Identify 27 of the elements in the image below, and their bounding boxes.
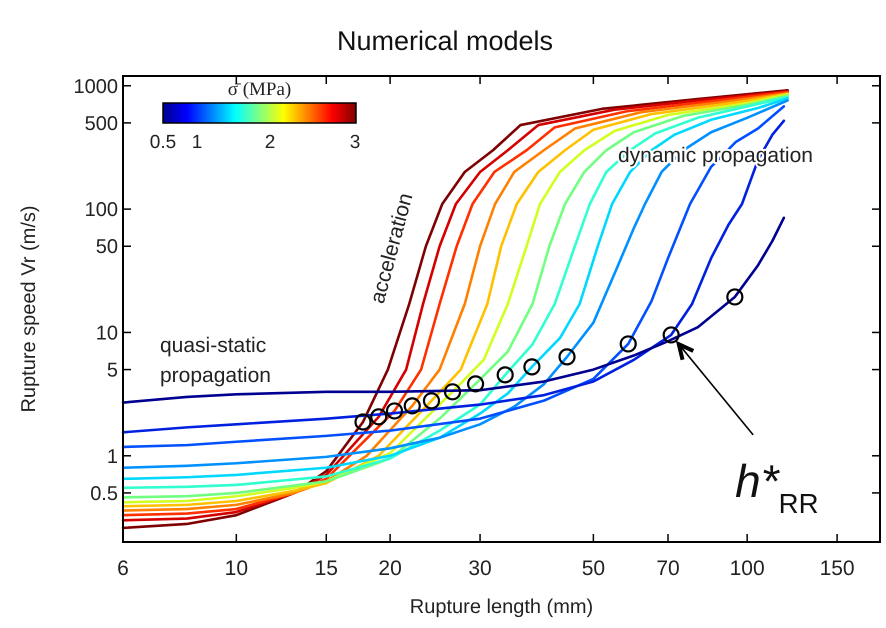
x-tick-label: 100	[730, 557, 765, 580]
y-tick-label: 500	[84, 112, 118, 135]
x-tick-label: 150	[820, 557, 855, 580]
x-tick-label: 6	[117, 557, 129, 580]
annotation: 2	[264, 132, 276, 153]
y-tick-label: 1000	[74, 76, 118, 98]
x-tick-label: 20	[378, 557, 402, 580]
annotation: 1	[192, 132, 202, 153]
x-tick-label: 70	[656, 557, 680, 580]
annotation: 0.5	[150, 132, 176, 153]
x-tick-label: 15	[314, 557, 338, 580]
x-tick-label: 50	[582, 557, 606, 580]
chart-title: Numerical models	[336, 26, 554, 56]
color-bar-title: σ̄ (MPa)	[228, 79, 292, 100]
y-tick-label: 0.5	[90, 482, 118, 505]
annotation: quasi-static propagation	[160, 334, 271, 387]
y-axis-title: Rupture speed Vr (m/s)	[18, 205, 40, 413]
y-tick-label: 100	[84, 199, 118, 222]
y-tick-label: 5	[106, 360, 118, 382]
x-tick-label: 30	[468, 557, 492, 580]
x-tick-label: 10	[224, 557, 248, 580]
annotation: h*$_{RR}$	[735, 454, 819, 518]
x-axis-title: Rupture length (mm)	[410, 596, 594, 618]
y-tick-label: 50	[96, 236, 118, 258]
y-tick-label: 10	[96, 322, 118, 344]
annotation: 3	[350, 132, 360, 153]
y-tick-label: 1	[106, 446, 118, 468]
